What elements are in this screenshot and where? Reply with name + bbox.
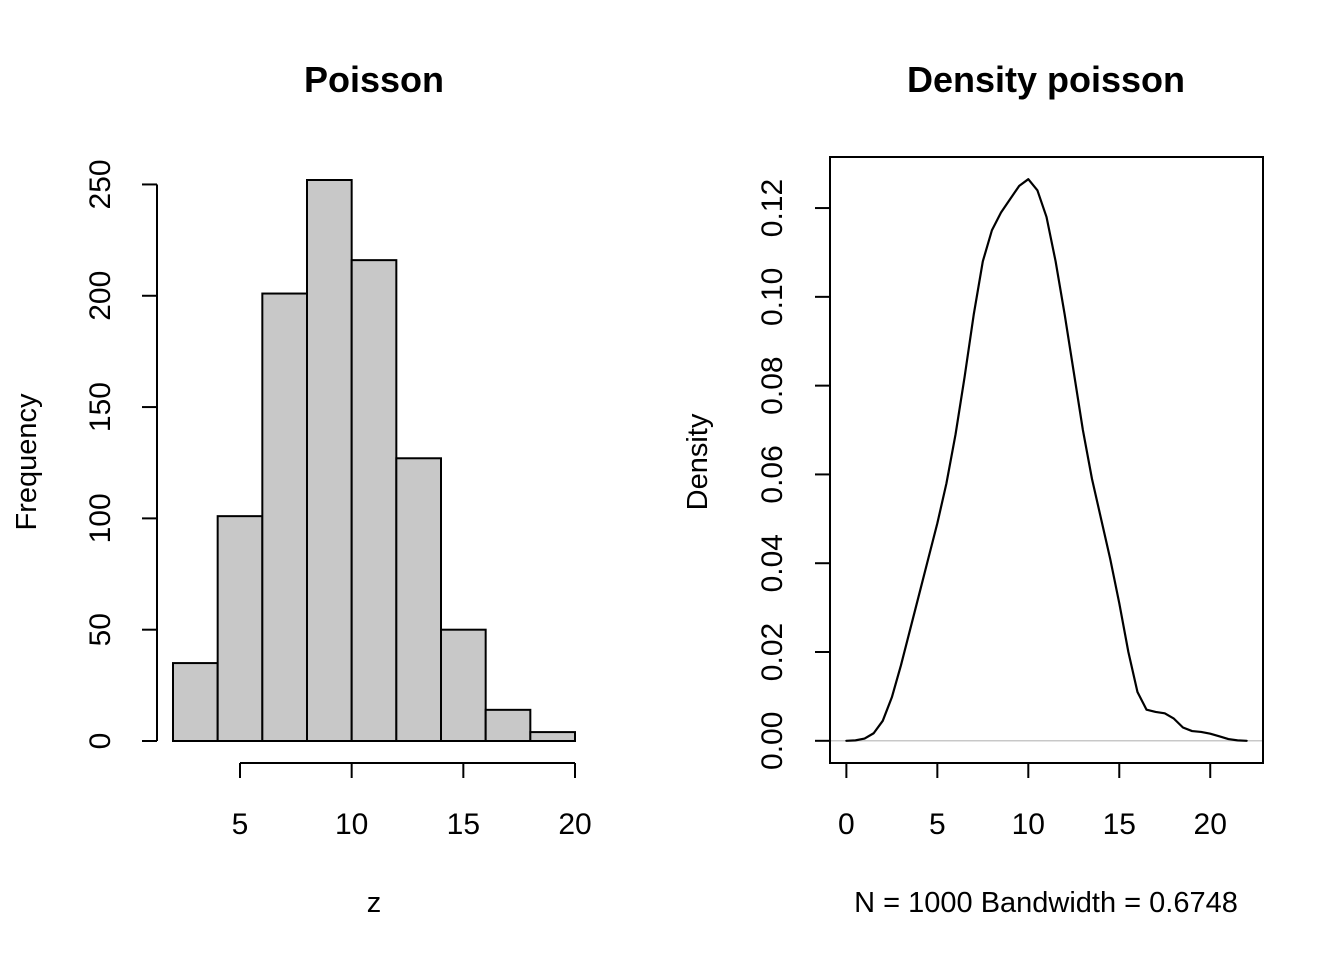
histogram-bars [172, 179, 576, 743]
density-curve-group [845, 178, 1248, 742]
histogram-bar [440, 628, 487, 743]
histogram-bar [350, 259, 398, 742]
histogram-y-tick-label: 250 [84, 159, 117, 209]
histogram-y-axis-label: Frequency [11, 393, 43, 531]
density-x-tick-label: 20 [1194, 808, 1227, 841]
histogram-x-tick-label: 5 [232, 808, 249, 841]
density-x-tick-label: 15 [1103, 808, 1136, 841]
histogram-bar [529, 731, 576, 742]
density-y-tick-label: 0.12 [756, 179, 789, 237]
histogram-panel: Poisson z Frequency 5 10 15 20 0 50 100 150 200… [11, 59, 592, 919]
histogram-bar [395, 457, 443, 742]
density-y-tick-label: 0.04 [756, 534, 789, 592]
histogram-y-tick-label: 50 [84, 613, 117, 646]
histogram-y-tick-label: 0 [84, 733, 117, 750]
histogram-x-axis: 5 10 15 20 [232, 762, 592, 841]
density-x-tick-label: 10 [1012, 808, 1045, 841]
density-y-tick-label: 0.06 [756, 445, 789, 503]
density-y-tick-label: 0.00 [756, 712, 789, 770]
histogram-bar [484, 708, 532, 742]
histogram-y-tick-label: 200 [84, 271, 117, 321]
density-y-axis-label: Density [682, 413, 714, 510]
density-y-tick-label: 0.08 [756, 356, 789, 414]
density-y-tick-label: 0.02 [756, 623, 789, 681]
histogram-y-axis: 0 50 100 150 200 250 [84, 159, 158, 750]
histogram-y-tick-label: 100 [84, 493, 117, 543]
histogram-y-tick-label: 150 [84, 382, 117, 432]
density-plot-box [829, 156, 1264, 764]
histogram-x-tick-label: 15 [447, 808, 480, 841]
histogram-bar [172, 662, 219, 742]
density-x-tick-label: 5 [929, 808, 946, 841]
histogram-x-tick-label: 10 [335, 808, 368, 841]
histogram-title: Poisson [304, 59, 444, 100]
density-x-axis-label: N = 1000 Bandwidth = 0.6748 [854, 887, 1238, 919]
histogram-x-axis-label: z [367, 887, 382, 919]
density-title: Density poisson [907, 59, 1185, 100]
histogram-bar [306, 179, 353, 742]
density-curve [845, 178, 1248, 742]
histogram-bar [261, 292, 309, 742]
histogram-bar [216, 515, 264, 743]
density-x-tick-label: 0 [838, 808, 855, 841]
histogram-x-tick-label: 20 [558, 808, 591, 841]
density-y-axis: 0.00 0.02 0.04 0.06 0.08 0.10 0.12 [756, 179, 830, 770]
density-panel: Density poisson N = 1000 Bandwidth = 0.6… [682, 59, 1264, 919]
density-y-tick-label: 0.10 [756, 268, 789, 326]
density-x-axis: 0 5 10 15 20 [838, 763, 1227, 841]
